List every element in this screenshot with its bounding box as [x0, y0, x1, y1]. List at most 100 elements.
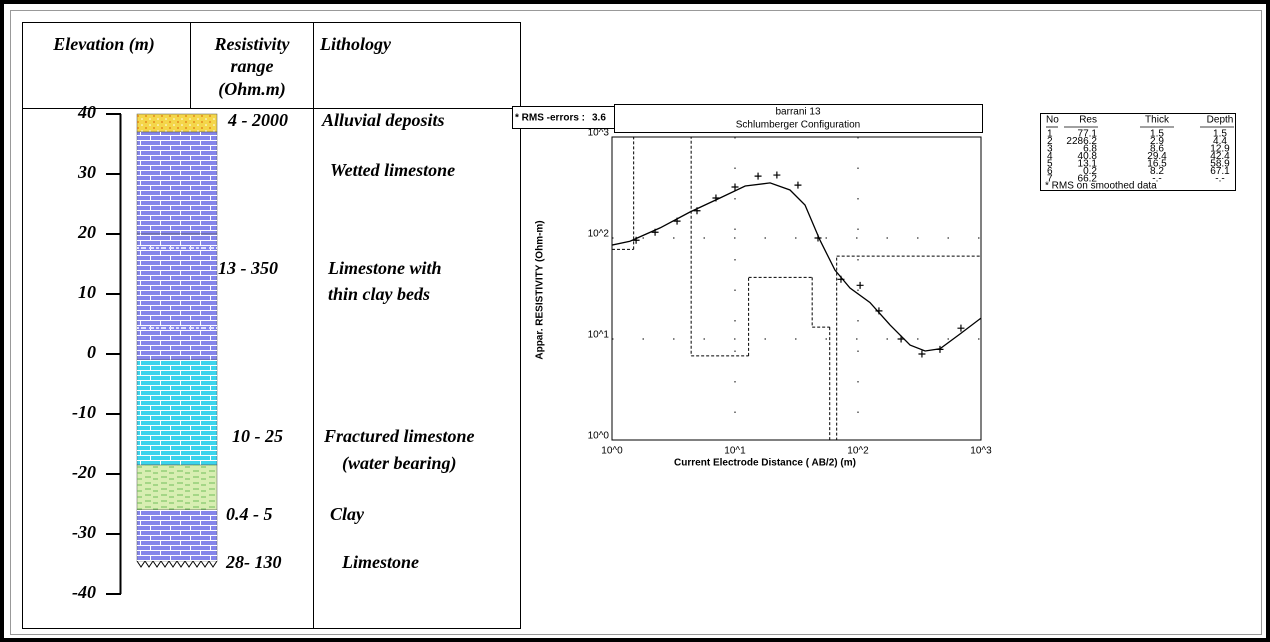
resistivity-range: 28- 130 — [225, 552, 282, 572]
elevation-label: 30 — [77, 162, 96, 182]
model-cell: 40.8 — [1078, 151, 1098, 162]
model-cell: 8.6 — [1150, 144, 1164, 155]
layer-pattern — [137, 360, 217, 465]
resistivity-range: 4 - 2000 — [227, 110, 288, 130]
data-point — [794, 181, 802, 189]
y-axis-title: Appar. RESISTIVITY (Ohm-m) — [535, 220, 546, 359]
model-cell: 5 — [1047, 159, 1053, 170]
model-cell: 7 — [1047, 174, 1053, 185]
plot-frame — [611, 136, 982, 441]
chart-title: barrani 13 — [775, 107, 820, 118]
model-cell: 1.5 — [1213, 129, 1227, 140]
data-point — [936, 345, 944, 353]
lithology: Clay — [330, 504, 365, 524]
layer-pattern — [137, 114, 217, 132]
model-note: * RMS on smoothed data — [1045, 181, 1157, 192]
elevation-label: 20 — [77, 222, 96, 242]
lithology: Wetted limestone — [330, 160, 455, 180]
data-point — [693, 207, 701, 215]
elevation-label: 10 — [78, 282, 96, 302]
lithology: Alluvial deposits — [321, 110, 445, 130]
resistivity-range: 10 - 25 — [232, 426, 283, 446]
x-tick-label: 10^1 — [724, 446, 746, 457]
data-point — [731, 183, 739, 191]
rms-label: * RMS -errors : — [515, 113, 585, 124]
layer-pattern — [137, 132, 217, 234]
model-cell: 2 — [1047, 136, 1053, 147]
model-cell: 16.5 — [1147, 159, 1167, 170]
data-point — [651, 228, 659, 236]
model-cell: -.- — [1152, 174, 1161, 185]
lithology: Fractured limestone — [323, 426, 475, 446]
header: range — [230, 56, 273, 76]
model-cell: 13.1 — [1078, 159, 1098, 170]
model-cell: 66.2 — [1078, 174, 1098, 185]
y-tick-label: 10^3 — [588, 128, 610, 139]
data-point — [754, 172, 762, 180]
model-cell: 42.4 — [1210, 151, 1230, 162]
model-cell: 2.9 — [1150, 136, 1164, 147]
data-point — [773, 171, 781, 179]
model-header: Res — [1079, 115, 1097, 126]
header: Lithology — [319, 34, 392, 54]
model-cell: 2286.2 — [1066, 136, 1097, 147]
elevation-label: -40 — [72, 582, 96, 602]
model-cell: 6.8 — [1083, 144, 1097, 155]
elevation-label: -20 — [72, 462, 96, 482]
model-cell: 0.2 — [1083, 166, 1097, 177]
plot-area — [612, 137, 981, 440]
data-point — [632, 236, 640, 244]
header: Elevation (m) — [52, 34, 155, 55]
layer-pattern — [137, 234, 217, 360]
model-cell: 1 — [1047, 129, 1053, 140]
x-axis-title: Current Electrode Distance ( AB/2) (m) — [674, 458, 856, 469]
data-point — [897, 335, 905, 343]
header: Resistivity — [214, 34, 291, 54]
model-header: Thick — [1145, 115, 1170, 126]
resistivity-range: 0.4 - 5 — [226, 504, 273, 524]
title-box — [614, 104, 983, 133]
model-cell: 58.9 — [1210, 159, 1230, 170]
data-point — [673, 217, 681, 225]
layer-pattern — [137, 465, 217, 510]
log-frame — [22, 22, 521, 629]
header: (Ohm.m) — [218, 79, 286, 100]
model-cell: 67.1 — [1210, 166, 1230, 177]
elevation-label: 40 — [77, 102, 96, 122]
elevation-label: -10 — [72, 402, 96, 422]
model-box — [1040, 113, 1236, 191]
model-header: No — [1046, 115, 1059, 126]
fitted-curve — [612, 182, 981, 352]
y-tick-label: 10^2 — [588, 229, 610, 240]
model-cell: 29.4 — [1147, 151, 1167, 162]
model-cell: 3 — [1047, 144, 1053, 155]
model-cell: 1.5 — [1150, 129, 1164, 140]
model-cell: 77.1 — [1078, 129, 1098, 140]
x-tick-label: 10^2 — [847, 446, 869, 457]
data-point — [875, 307, 883, 315]
model-cell: 6 — [1047, 166, 1053, 177]
data-point — [814, 234, 822, 242]
resistivity-range: 13 - 350 — [218, 258, 278, 278]
model-header: Depth — [1207, 115, 1234, 126]
chart-subtitle: Schlumberger Configuration — [736, 120, 861, 131]
model-cell: 4 — [1047, 151, 1053, 162]
elevation-label: -30 — [72, 522, 96, 542]
log-base — [136, 560, 218, 568]
model-cell: -.- — [1215, 174, 1224, 185]
x-tick-label: 10^0 — [601, 446, 623, 457]
model-cell: 8.2 — [1150, 166, 1164, 177]
rms-value: 3.6 — [592, 113, 606, 124]
data-point — [957, 324, 965, 332]
lithology: thin clay beds — [328, 284, 430, 304]
data-point — [712, 194, 720, 202]
elevation-label: 0 — [87, 342, 96, 362]
data-point — [837, 275, 845, 283]
lithology: Limestone with — [327, 258, 442, 278]
data-point — [918, 350, 926, 358]
y-tick-label: 10^0 — [588, 431, 610, 442]
lithology: Limestone — [341, 552, 419, 572]
inner-frame — [10, 10, 1262, 635]
